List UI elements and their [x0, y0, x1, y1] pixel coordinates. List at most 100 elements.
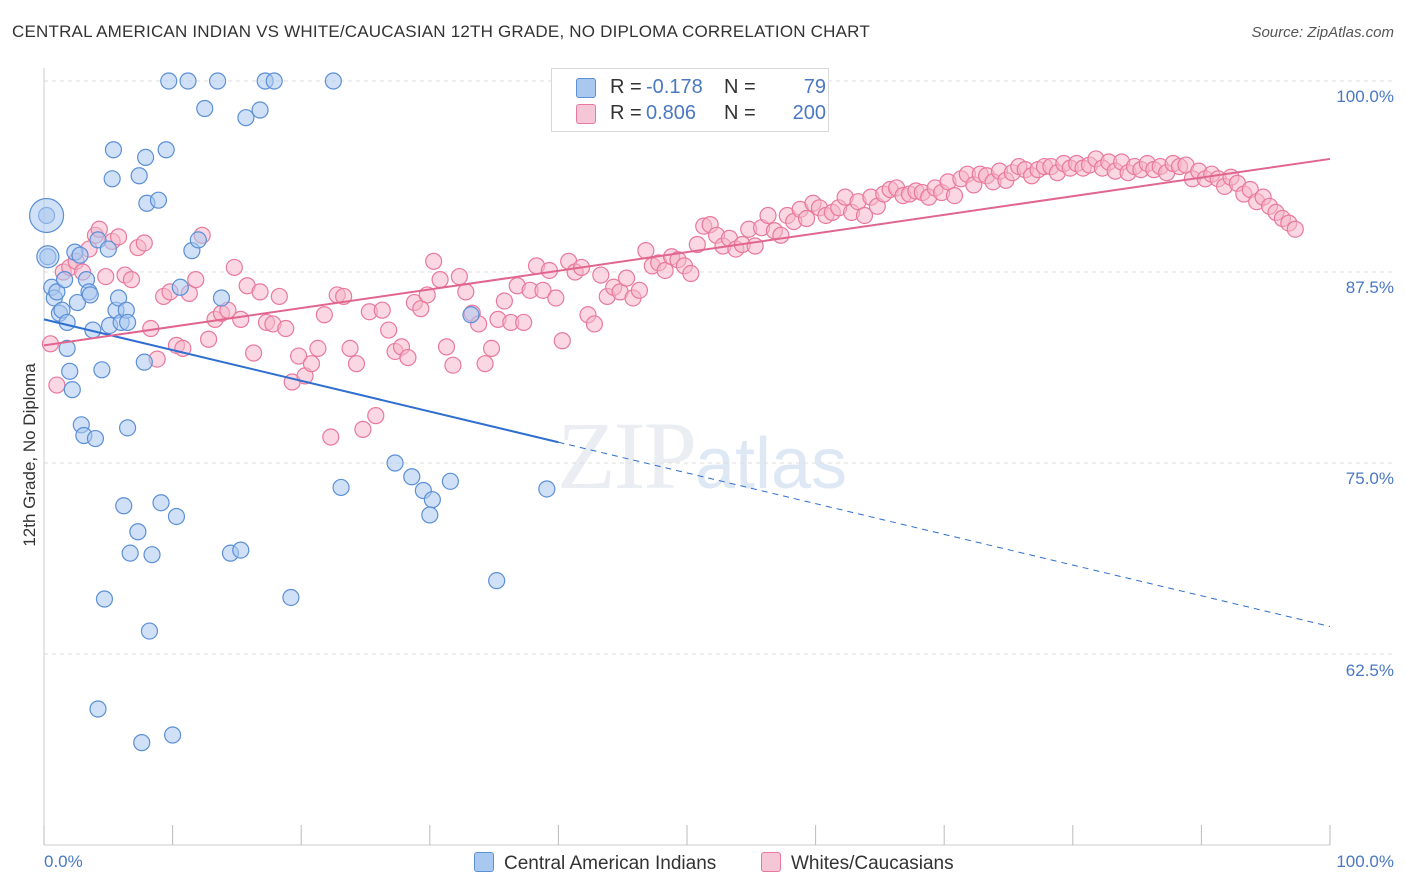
data-point [157, 141, 175, 159]
data-point [48, 283, 66, 301]
pink-swatch [576, 104, 596, 124]
y-tick-label: 87.5% [1345, 278, 1394, 297]
data-point [232, 541, 250, 559]
legend-label: Central American Indians [504, 853, 717, 874]
data-point [200, 330, 218, 348]
watermark: ZIPatlas [557, 402, 848, 509]
series-central-american-points [28, 72, 556, 752]
data-point-large [36, 245, 60, 269]
data-point [341, 339, 359, 357]
legend-item-whites[interactable]: Whites/Caucasians [761, 852, 954, 875]
data-point [149, 191, 168, 209]
data-point [68, 293, 87, 312]
data-point [89, 700, 107, 718]
data-point [515, 313, 533, 332]
data-point [225, 258, 243, 277]
data-point [171, 278, 189, 296]
data-point [538, 480, 556, 498]
data-point [129, 523, 147, 541]
data-point [309, 339, 327, 357]
data-point [86, 429, 105, 448]
data-point [97, 267, 115, 286]
data-point [55, 271, 74, 289]
data-point-large [28, 197, 65, 234]
data-point [444, 356, 462, 374]
data-point [437, 338, 456, 356]
data-point [58, 313, 76, 332]
data-point [431, 271, 449, 289]
data-point [534, 281, 552, 299]
chart-title: CENTRAL AMERICAN INDIAN VS WHITE/CAUCASI… [12, 22, 870, 41]
data-point [322, 428, 340, 446]
data-point [476, 355, 494, 373]
data-point [121, 544, 139, 562]
data-point [115, 497, 133, 515]
data-point [48, 376, 66, 394]
axes [43, 68, 1331, 846]
pink-swatch [761, 852, 781, 872]
legend-item-central-american[interactable]: Central American Indians [474, 852, 716, 875]
data-point [189, 231, 207, 249]
x-tick-label: 0.0% [44, 852, 83, 871]
data-point [386, 454, 404, 472]
data-point [136, 148, 155, 166]
data-point [71, 246, 89, 264]
blue-swatch [576, 78, 596, 98]
data-point [412, 300, 430, 318]
y-tick-label: 75.0% [1345, 469, 1394, 488]
data-point [421, 506, 439, 524]
data-point [380, 321, 398, 339]
data-point [164, 726, 182, 744]
y-axis-label: 12th Grade, No Diploma [20, 363, 39, 547]
series-whites-points [41, 150, 1304, 446]
data-point [315, 306, 333, 324]
data-point [495, 292, 513, 310]
data-point [797, 209, 816, 228]
data-point [277, 319, 295, 338]
data-point [482, 339, 501, 357]
data-point [302, 355, 321, 373]
trend-line-pink [43, 157, 1331, 347]
data-point [187, 271, 205, 289]
data-point [104, 141, 123, 159]
data-point [237, 109, 255, 127]
data-point [95, 590, 114, 608]
data-point [630, 281, 649, 299]
data-point [251, 101, 269, 119]
data-point [212, 289, 231, 307]
data-point [324, 72, 342, 90]
data-point [746, 237, 764, 255]
data-point [656, 261, 674, 280]
data-point [637, 242, 655, 260]
data-point [232, 310, 250, 328]
data-point [152, 494, 170, 512]
data-point [441, 472, 459, 490]
source-label: Source: ZipAtlas.com [1251, 24, 1394, 41]
data-point [179, 72, 197, 90]
data-point [354, 420, 372, 438]
data-point [688, 235, 706, 254]
data-point [160, 72, 178, 90]
data-point [135, 234, 153, 252]
trend-line-blue-dashed [558, 441, 1331, 627]
data-point [93, 361, 111, 379]
data-point [282, 588, 300, 607]
data-point [347, 355, 366, 373]
data-point [457, 283, 475, 301]
data-point [367, 407, 385, 425]
data-point [99, 240, 117, 258]
data-point [122, 271, 141, 289]
data-point [81, 286, 99, 304]
y-tick-label: 100.0% [1336, 87, 1394, 106]
data-point [682, 264, 700, 283]
data-point [103, 170, 121, 188]
stats-legend: R = -0.178 N = 79 R = 0.806 N = 200 [551, 68, 829, 132]
data-point [772, 226, 790, 244]
data-point [462, 306, 480, 324]
data-point [265, 72, 283, 90]
data-point [759, 206, 777, 225]
data-point [61, 362, 79, 380]
data-point [209, 72, 227, 90]
data-point [140, 622, 159, 640]
